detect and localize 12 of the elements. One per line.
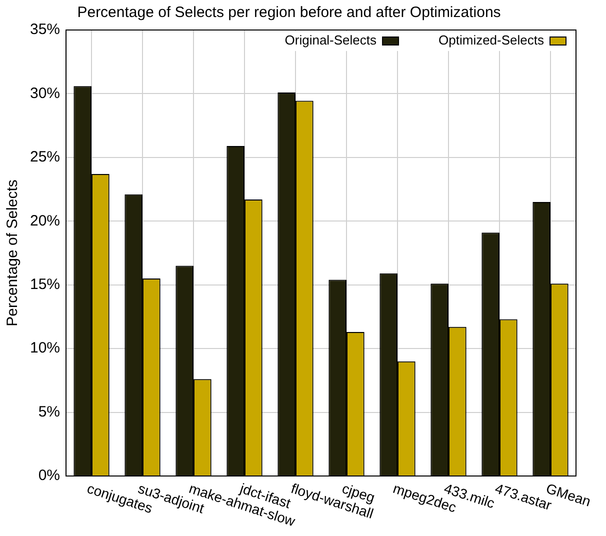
y-tick-label: 35%: [30, 21, 60, 38]
y-tick-label: 25%: [30, 148, 60, 166]
y-tick-label: 5%: [38, 403, 60, 420]
y-axis-title: Percentage of Selects: [4, 180, 22, 326]
legend-label: Original-Selects: [284, 32, 378, 48]
y-tick-label: 10%: [30, 340, 60, 357]
legend-label: Optimized-Selects: [438, 32, 544, 48]
y-tick-label: 0%: [38, 467, 60, 484]
y-tick-label: 30%: [30, 84, 60, 102]
y-tick-label: 20%: [30, 212, 60, 230]
y-tick-label: 15%: [30, 276, 60, 293]
chart-title: Percentage of Selects per region before and after Optimizations: [77, 4, 501, 22]
